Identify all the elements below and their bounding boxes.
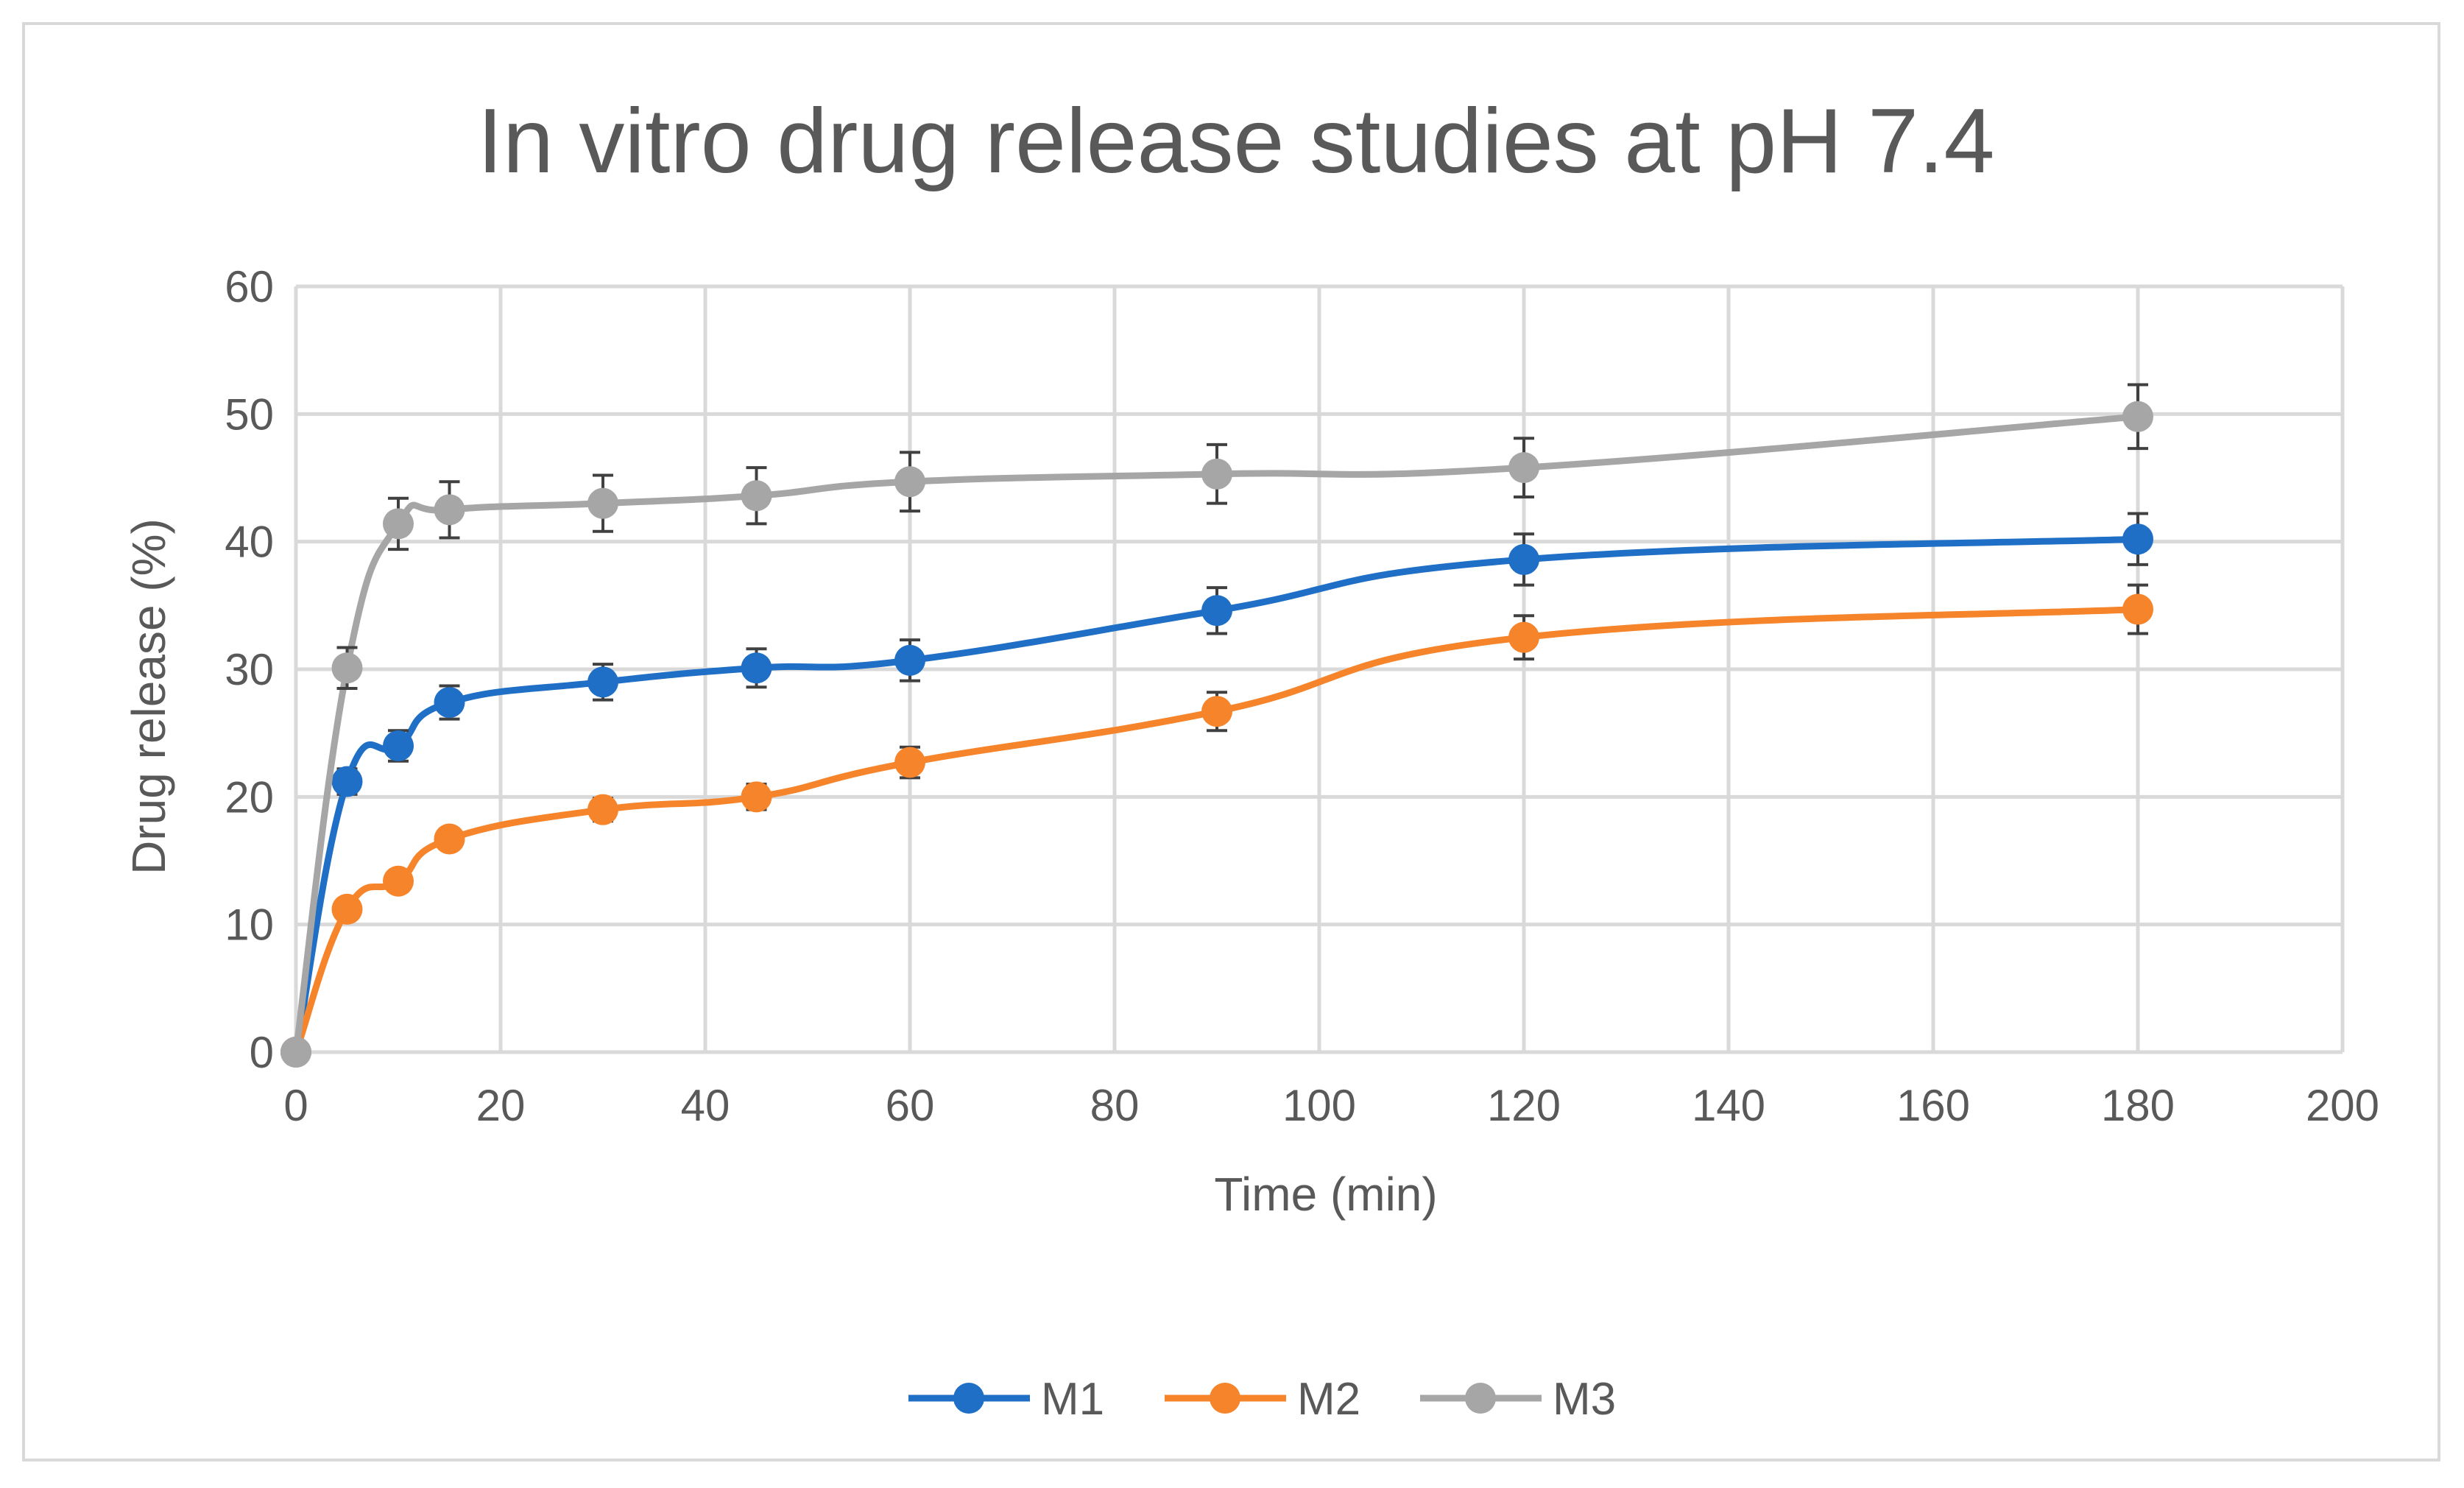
chart-frame: In vitro drug release studies at pH 7.4 … — [22, 22, 2440, 1461]
data-point — [1508, 452, 1539, 484]
data-point — [894, 644, 925, 676]
x-tick-label: 180 — [2101, 1081, 2175, 1130]
x-tick-label: 60 — [886, 1081, 935, 1130]
data-point — [383, 508, 414, 540]
x-tick-label: 100 — [1282, 1081, 1356, 1130]
data-point — [280, 1037, 311, 1068]
data-point — [383, 865, 414, 897]
data-point — [383, 730, 414, 761]
data-point — [1201, 595, 1232, 627]
data-point — [2122, 523, 2153, 555]
data-point — [434, 687, 465, 719]
x-tick-label: 0 — [283, 1081, 308, 1130]
data-point — [434, 494, 465, 526]
y-tick-label: 40 — [225, 518, 274, 567]
y-tick-label: 50 — [225, 389, 274, 439]
legend-marker — [1210, 1383, 1240, 1414]
x-tick-label: 80 — [1090, 1081, 1140, 1130]
data-point — [741, 652, 772, 684]
data-point — [331, 652, 363, 684]
x-tick-label: 20 — [476, 1081, 526, 1130]
data-point — [1508, 621, 1539, 653]
data-point — [894, 747, 925, 778]
legend-marker — [1465, 1383, 1496, 1414]
data-point — [1201, 458, 1232, 490]
y-tick-label: 30 — [225, 645, 274, 694]
chart-title: In vitro drug release studies at pH 7.4 — [478, 91, 1995, 192]
series-M3 — [280, 383, 2153, 1068]
data-point — [741, 480, 772, 512]
line-chart: In vitro drug release studies at pH 7.4 … — [122, 91, 2379, 1425]
y-tick-label: 60 — [225, 262, 274, 311]
data-point — [2122, 401, 2153, 432]
legend: M1 M2 M3 — [908, 1374, 1616, 1425]
legend-label: M1 — [1041, 1374, 1104, 1425]
x-axis-label: Time (min) — [1214, 1168, 1437, 1221]
data-point — [331, 766, 363, 797]
data-point — [587, 666, 618, 698]
series-M1 — [280, 512, 2153, 1068]
y-tick-label: 10 — [225, 900, 274, 950]
series-group — [280, 383, 2153, 1068]
x-tick-label: 200 — [2306, 1081, 2379, 1130]
legend-item-M1: M1 — [908, 1374, 1104, 1425]
legend-label: M2 — [1297, 1374, 1360, 1425]
y-tick-label: 20 — [225, 772, 274, 822]
y-tick-labels: 0 10 20 30 40 50 60 — [225, 262, 274, 1077]
data-point — [587, 487, 618, 519]
x-tick-label: 120 — [1487, 1081, 1561, 1130]
series-line — [292, 413, 2139, 1053]
data-point — [741, 781, 772, 813]
legend-item-M3: M3 — [1420, 1374, 1616, 1425]
x-tick-labels: 0 20 40 60 80 100 120 140 160 180 200 — [283, 1081, 2379, 1130]
series-line — [292, 606, 2139, 1054]
grid — [294, 284, 2345, 1054]
data-point — [331, 893, 363, 925]
x-tick-label: 40 — [681, 1081, 730, 1130]
series-M2 — [280, 583, 2153, 1068]
y-tick-label: 0 — [250, 1028, 274, 1077]
y-axis-label: Drug release (%) — [122, 518, 175, 875]
legend-marker — [953, 1383, 984, 1414]
data-point — [2122, 593, 2153, 625]
x-tick-label: 160 — [1896, 1081, 1970, 1130]
data-point — [1508, 543, 1539, 575]
data-point — [434, 823, 465, 855]
x-tick-label: 140 — [1692, 1081, 1765, 1130]
data-point — [1201, 696, 1232, 727]
data-point — [587, 794, 618, 825]
data-point — [894, 466, 925, 498]
legend-item-M2: M2 — [1165, 1374, 1360, 1425]
legend-label: M3 — [1553, 1374, 1616, 1425]
